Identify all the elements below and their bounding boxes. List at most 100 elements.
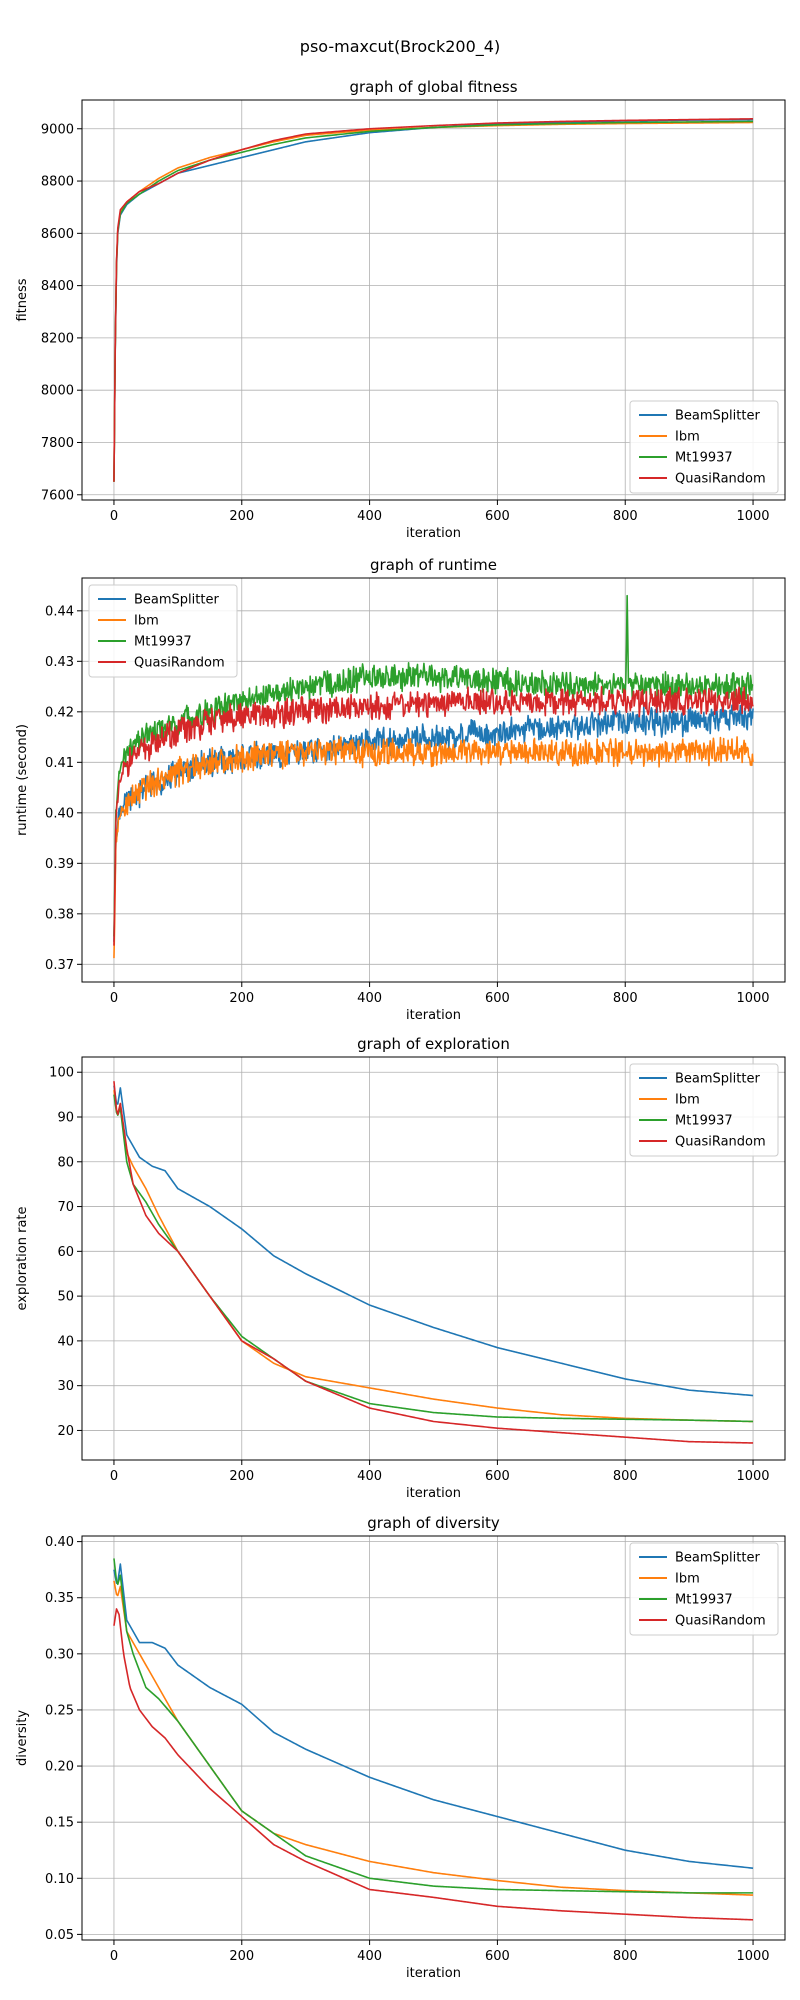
- legend-box: [629, 1542, 779, 1636]
- y-tick-label: 30: [57, 1379, 74, 1394]
- y-tick-label: 40: [57, 1334, 74, 1349]
- x-tick-label: 800: [613, 1469, 638, 1484]
- x-tick-label: 0: [110, 991, 118, 1006]
- x-tick-label: 800: [613, 1949, 638, 1964]
- x-tick-label: 0: [110, 1469, 118, 1484]
- x-tick-label: 200: [229, 1949, 254, 1964]
- x-tick-label: 200: [229, 991, 254, 1006]
- legend-label: Ibm: [675, 1093, 700, 1108]
- series-line-beamsplitter: [113, 1563, 754, 1869]
- y-tick-label: 100: [49, 1066, 74, 1081]
- chart-title: graph of runtime: [370, 556, 497, 574]
- y-axis-label: exploration rate: [15, 1206, 30, 1310]
- chart-panel-0: 0 200 400 600 800 1000 7600 7800 8000 8200 8400 860…: [15, 78, 786, 541]
- x-tick-label: 0: [110, 1949, 118, 1964]
- legend-label: Mt19937: [675, 451, 733, 466]
- y-tick-label: 0.41: [45, 756, 74, 771]
- y-tick-label: 0.38: [45, 907, 74, 922]
- legend-box: [88, 584, 238, 678]
- y-tick-label: 0.40: [45, 1535, 74, 1550]
- y-tick-label: 8400: [41, 279, 74, 294]
- chart-panel-2: 0 200 400 600 800 1000 20 30 40 50 60 70 80 90 100 grap…: [15, 1035, 786, 1501]
- figure-title: pso-maxcut(Brock200_4): [300, 37, 500, 57]
- chart-title: graph of global fitness: [349, 78, 517, 96]
- x-tick-label: 600: [485, 509, 510, 524]
- y-tick-label: 80: [57, 1155, 74, 1170]
- y-tick-label: 0.20: [45, 1760, 74, 1775]
- series-line-quasirandom: [113, 118, 754, 482]
- legend-label: BeamSplitter: [675, 1551, 760, 1566]
- series-line-mt19937: [113, 120, 754, 482]
- legend-label: Ibm: [675, 1572, 700, 1587]
- chart-title: graph of diversity: [367, 1514, 500, 1532]
- y-tick-label: 90: [57, 1111, 74, 1126]
- legend-label: Ibm: [134, 614, 159, 629]
- y-tick-label: 0.25: [45, 1703, 74, 1718]
- chart-panel-1: 0 200 400 600 800 1000 0.37 0.38 0.39 0.40 0.41 0.4…: [15, 556, 786, 1023]
- x-tick-label: 800: [613, 991, 638, 1006]
- y-tick-label: 9000: [41, 122, 74, 137]
- x-tick-label: 600: [485, 1949, 510, 1964]
- series-line-quasirandom: [113, 685, 754, 946]
- y-tick-label: 0.05: [45, 1928, 74, 1943]
- x-tick-label: 600: [485, 1469, 510, 1484]
- legend-label: BeamSplitter: [675, 1072, 760, 1087]
- y-tick-label: 0.15: [45, 1816, 74, 1831]
- legend: BeamSplitter Ibm Mt19937 QuasiRandom: [88, 584, 238, 678]
- y-tick-label: 70: [57, 1200, 74, 1215]
- x-tick-label: 1000: [736, 991, 769, 1006]
- x-axis-label: iteration: [406, 1966, 461, 1981]
- y-tick-label: 0.44: [45, 604, 74, 619]
- series-line-ibm: [113, 736, 754, 959]
- y-tick-label: 8800: [41, 175, 74, 190]
- legend-box: [629, 1063, 779, 1157]
- plot-frame: [81, 1535, 786, 1941]
- x-tick-label: 400: [357, 1949, 382, 1964]
- y-tick-label: 50: [57, 1290, 74, 1305]
- plot-frame: [81, 577, 786, 983]
- series-line-beamsplitter: [113, 703, 754, 942]
- y-tick-label: 0.10: [45, 1872, 74, 1887]
- y-tick-label: 20: [57, 1424, 74, 1439]
- legend: BeamSplitter Ibm Mt19937 QuasiRandom: [629, 1542, 779, 1636]
- series-line-quasirandom: [113, 1608, 754, 1921]
- x-axis-label: iteration: [406, 1486, 461, 1501]
- legend-label: BeamSplitter: [675, 409, 760, 424]
- y-tick-label: 60: [57, 1245, 74, 1260]
- y-tick-label: 8600: [41, 227, 74, 242]
- x-axis-label: iteration: [406, 526, 461, 541]
- y-axis-label: fitness: [15, 278, 30, 321]
- plot-frame: [81, 99, 786, 501]
- legend-label: Mt19937: [675, 1593, 733, 1608]
- x-tick-label: 800: [613, 509, 638, 524]
- legend-label: Mt19937: [134, 635, 192, 650]
- x-tick-label: 400: [357, 509, 382, 524]
- x-tick-label: 1000: [736, 1949, 769, 1964]
- legend-label: Mt19937: [675, 1114, 733, 1129]
- series-line-beamsplitter: [113, 1085, 754, 1397]
- y-tick-label: 8000: [41, 384, 74, 399]
- legend-label: QuasiRandom: [675, 1614, 766, 1629]
- y-tick-label: 0.40: [45, 806, 74, 821]
- x-tick-label: 1000: [736, 509, 769, 524]
- y-tick-label: 0.42: [45, 705, 74, 720]
- legend-label: QuasiRandom: [134, 656, 225, 671]
- y-axis-label: diversity: [15, 1710, 30, 1766]
- y-axis-label: runtime (second): [15, 724, 30, 836]
- legend: BeamSplitter Ibm Mt19937 QuasiRandom: [629, 400, 779, 494]
- x-tick-label: 1000: [736, 1469, 769, 1484]
- x-tick-label: 200: [229, 509, 254, 524]
- y-tick-label: 7600: [41, 488, 74, 503]
- legend-label: BeamSplitter: [134, 593, 219, 608]
- plot-frame: [81, 1056, 786, 1461]
- y-tick-label: 0.43: [45, 655, 74, 670]
- y-tick-label: 0.39: [45, 857, 74, 872]
- legend-box: [629, 400, 779, 494]
- series-line-mt19937: [113, 1094, 754, 1423]
- x-axis-label: iteration: [406, 1008, 461, 1023]
- y-tick-label: 8200: [41, 331, 74, 346]
- series-line-mt19937: [113, 1558, 754, 1894]
- legend-label: QuasiRandom: [675, 472, 766, 487]
- x-tick-label: 0: [110, 509, 118, 524]
